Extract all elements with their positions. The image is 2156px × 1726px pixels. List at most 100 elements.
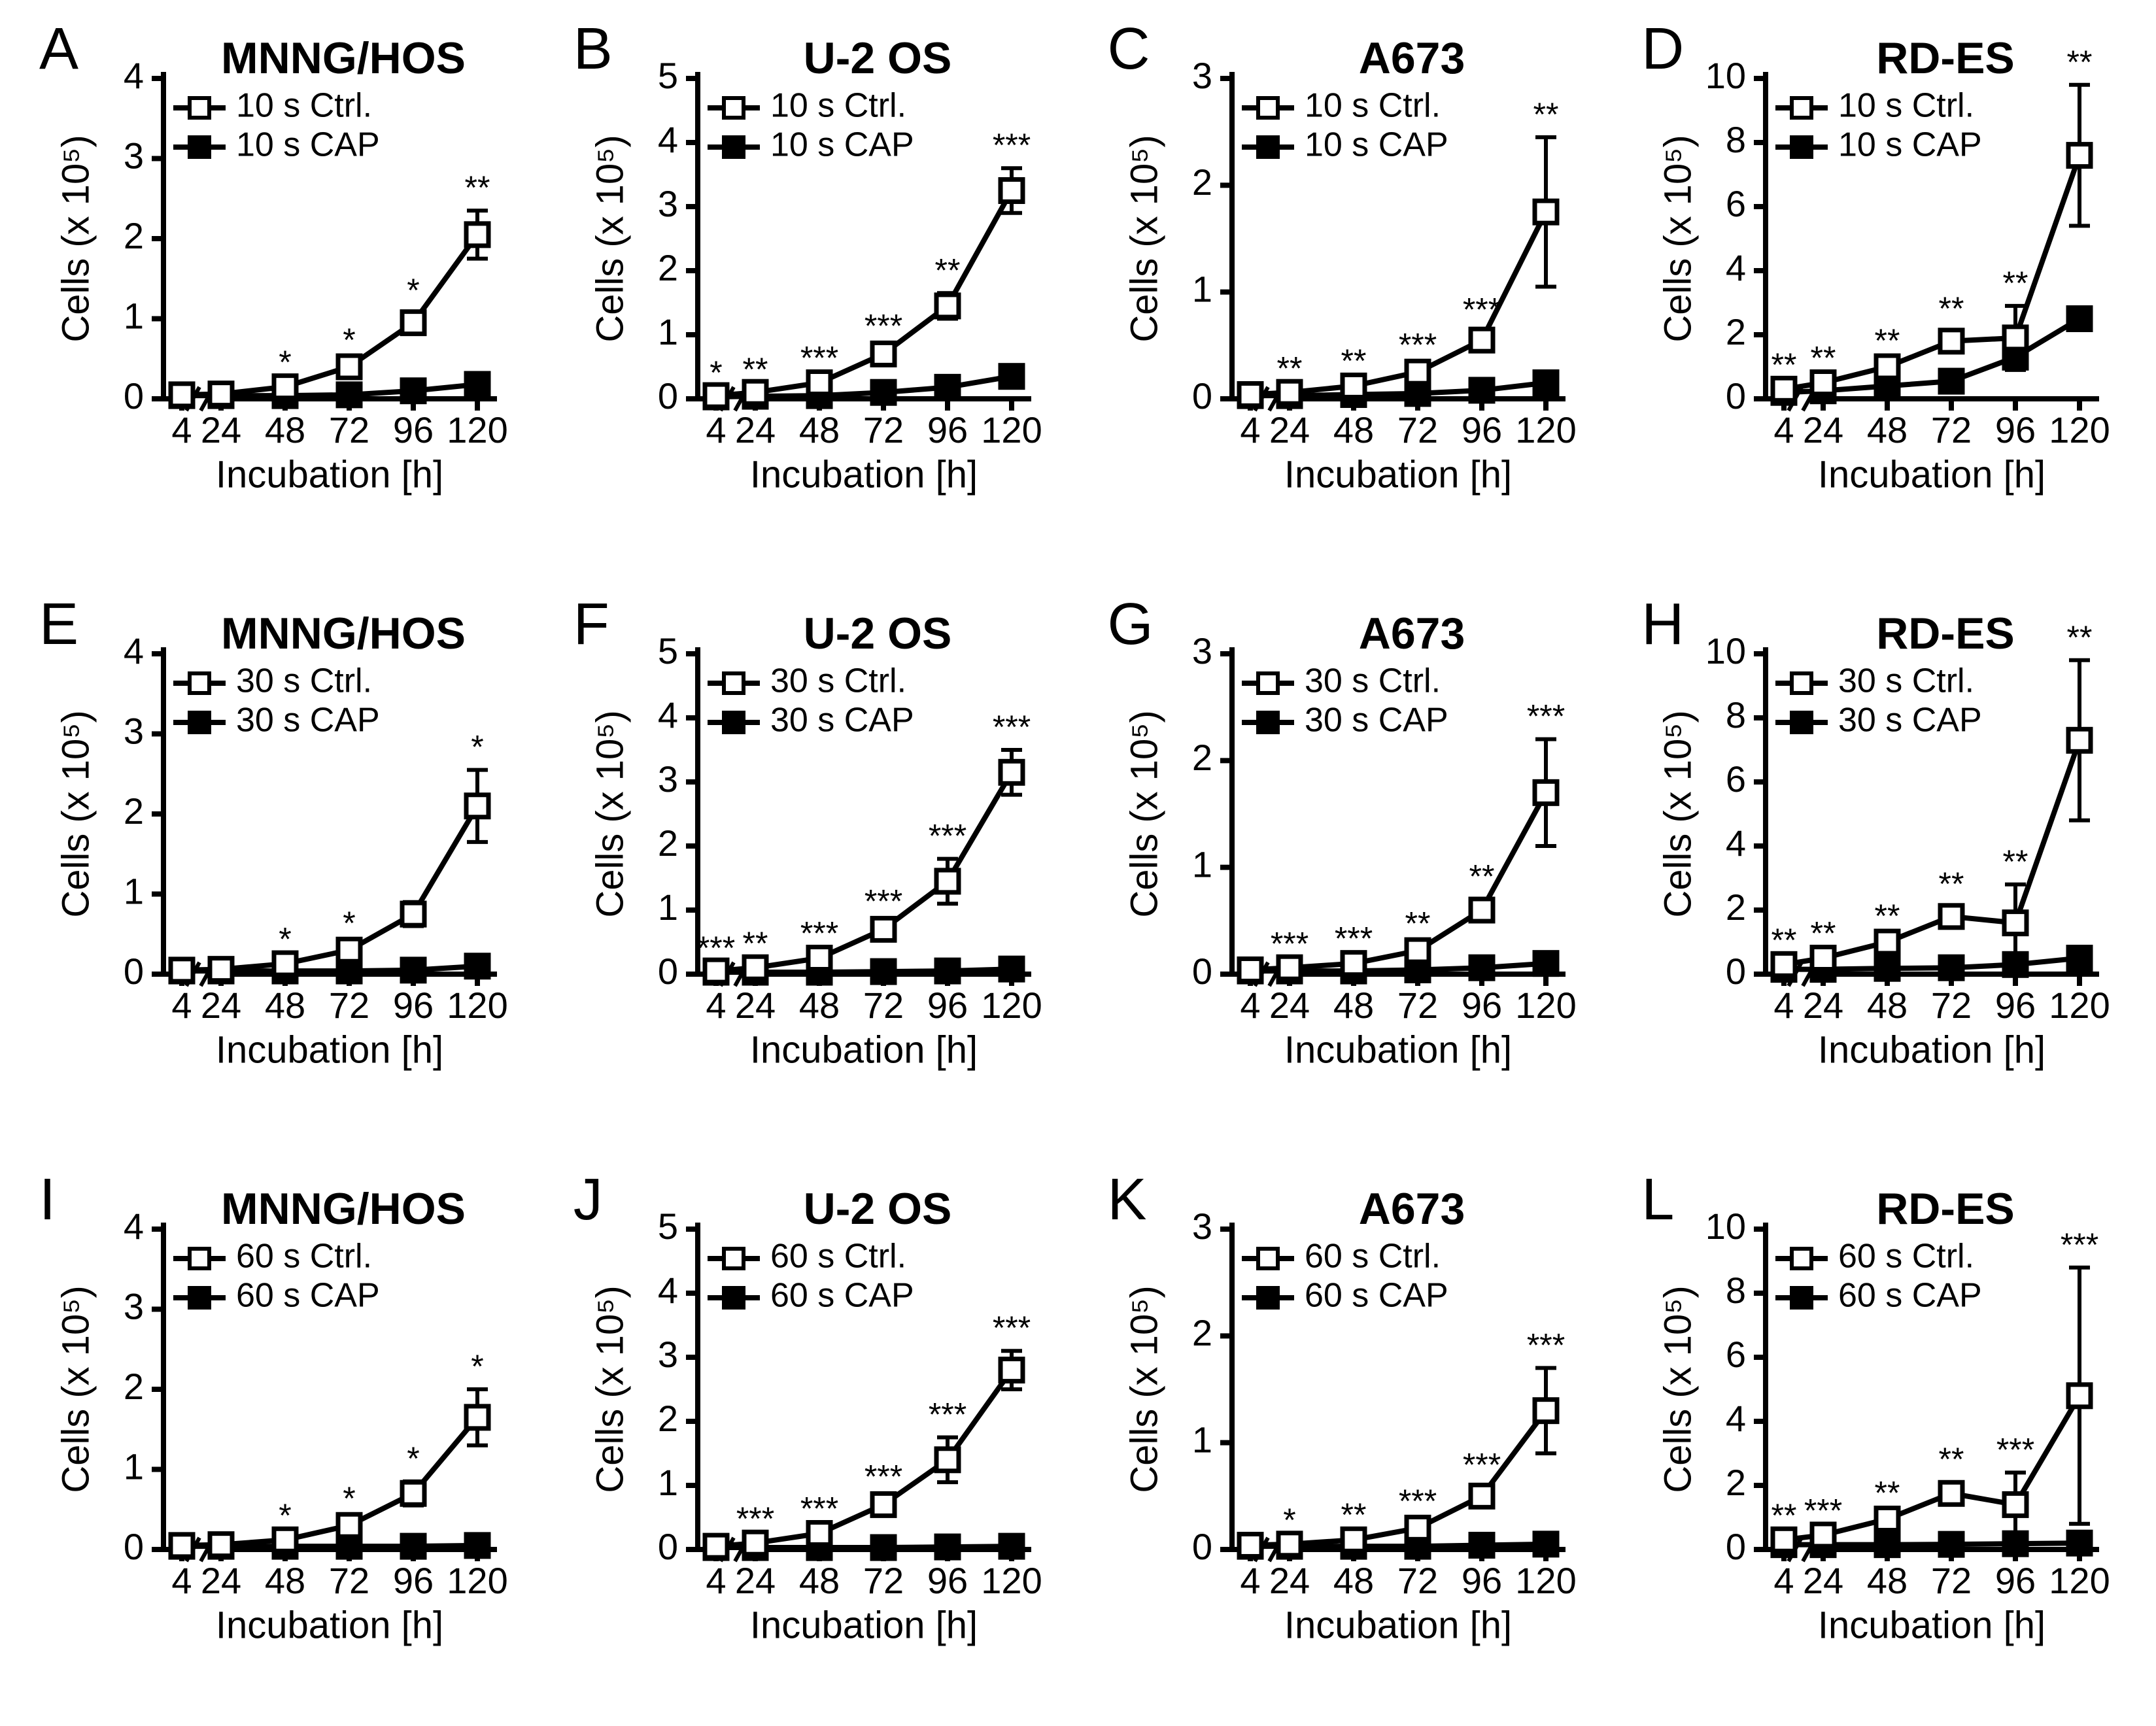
x-axis-label: Incubation [h] [216,1604,443,1647]
panel-C: C0123Cells (x 10⁵)424487296120Incubation… [1108,39,1583,497]
sig-marker: ** [934,252,960,288]
y-tick-label: 4 [124,1206,144,1247]
panel-L: L0246810Cells (x 10⁵)424487296120Incubat… [1641,1190,2117,1648]
x-tick-label: 4 [1240,985,1260,1026]
panel-chart: 0246810Cells (x 10⁵)424487296120Incubati… [1641,1190,2112,1648]
sig-marker: *** [1526,698,1564,735]
y-tick-label: 6 [1726,758,1746,800]
panel-title: MNNG/HOS [221,615,466,658]
legend: 60 s Ctrl.60 s CAP [708,1238,914,1315]
panel-letter: K [1108,1170,1147,1229]
legend-cap-label: 10 s CAP [1305,126,1448,164]
panel-J: J012345Cells (x 10⁵)424487296120Incubati… [573,1190,1049,1648]
sig-marker: ** [742,925,768,962]
y-axis-label: Cells (x 10⁵) [1657,710,1700,917]
sig-marker: * [471,1348,483,1385]
x-tick-label: 120 [447,1560,507,1601]
y-tick-label: 10 [1705,630,1746,671]
x-tick-label: 72 [863,409,904,450]
x-tick-label: 96 [927,1560,968,1601]
y-axis-label: Cells (x 10⁵) [1123,1285,1165,1493]
x-tick-label: 24 [735,985,776,1026]
panel-letter: B [573,20,613,78]
x-axis-label: Incubation [h] [750,454,978,496]
legend-ctrl-label: 10 s Ctrl. [770,87,906,125]
panel-letter: L [1641,1170,1674,1229]
x-axis-label: Incubation [h] [216,1029,443,1072]
y-tick-label: 1 [658,1462,678,1503]
y-axis-label: Cells (x 10⁵) [589,710,631,917]
y-tick-label: 1 [124,295,144,336]
x-tick-label: 4 [706,409,726,450]
legend-cap-label: 30 s CAP [1838,702,1982,739]
panel-chart: 0123Cells (x 10⁵)424487296120Incubation … [1108,39,1579,497]
y-axis-label: Cells (x 10⁵) [1657,1285,1700,1493]
y-tick-label: 2 [1191,1312,1212,1353]
y-tick-label: 0 [1726,375,1746,416]
sig-marker: *** [1996,1431,2034,1468]
legend-cap-label: 60 s CAP [770,1277,914,1315]
y-tick-label: 0 [1726,951,1746,992]
legend: 10 s Ctrl.10 s CAP [708,87,914,164]
sig-marker: * [279,1497,291,1534]
panel-A: A01234Cells (x 10⁵)424487296120Incubatio… [39,39,515,497]
x-tick-label: 48 [799,409,840,450]
x-tick-label: 96 [927,985,968,1026]
sig-marker: * [279,344,291,381]
sig-marker: ** [2067,619,2093,656]
legend-cap-label: 30 s CAP [236,702,380,739]
legend-cap-label: 60 s CAP [1305,1277,1448,1315]
sig-marker: ** [1811,915,1836,952]
y-tick-label: 6 [1726,1334,1746,1375]
x-tick-label: 24 [1269,1560,1309,1601]
y-tick-label: 0 [124,375,144,416]
sig-marker: ** [1939,290,1964,327]
legend: 30 s Ctrl.30 s CAP [1242,662,1448,739]
sig-marker: * [471,729,483,766]
x-tick-label: 96 [1461,1560,1501,1601]
sig-marker: * [279,921,291,958]
y-tick-label: 10 [1705,1206,1746,1247]
y-tick-label: 4 [658,694,678,736]
x-tick-label: 120 [2049,1560,2110,1601]
x-tick-label: 120 [1515,985,1576,1026]
x-axis-label: Incubation [h] [1284,1604,1511,1647]
x-tick-label: 48 [1867,409,1908,450]
panel-title: U-2 OS [803,615,951,658]
sig-marker: ** [2003,265,2028,301]
sig-marker: *** [697,930,735,966]
x-tick-label: 48 [1333,1560,1373,1601]
x-tick-label: 4 [171,985,192,1026]
legend-ctrl-label: 30 s Ctrl. [236,662,372,700]
legend-ctrl-label: 60 s Ctrl. [1838,1238,1974,1276]
legend-ctrl-label: 30 s Ctrl. [770,662,906,700]
x-tick-label: 4 [171,409,192,450]
x-tick-label: 4 [1774,1560,1794,1601]
panel-title: A673 [1358,1190,1465,1234]
y-tick-label: 5 [658,630,678,671]
sig-marker: ** [1939,1441,1964,1478]
y-tick-label: 2 [124,1366,144,1407]
y-tick-label: 3 [124,135,144,176]
panel-chart: 0246810Cells (x 10⁵)424487296120Incubati… [1641,615,2112,1072]
sig-marker: *** [1804,1493,1842,1529]
panel-chart: 0123Cells (x 10⁵)424487296120Incubation … [1108,1190,1579,1648]
x-tick-label: 24 [1803,409,1843,450]
x-tick-label: 96 [927,409,968,450]
y-axis-label: Cells (x 10⁵) [1123,135,1165,342]
y-tick-label: 4 [1726,247,1746,288]
x-tick-label: 72 [863,1560,904,1601]
legend: 30 s Ctrl.30 s CAP [173,662,380,739]
y-axis-label: Cells (x 10⁵) [54,710,97,917]
legend-cap-label: 30 s CAP [770,702,914,739]
x-tick-label: 48 [265,1560,305,1601]
x-tick-label: 4 [1240,409,1260,450]
sig-marker: * [1283,1502,1295,1538]
legend-cap-label: 60 s CAP [1838,1277,1982,1315]
sig-marker: ** [465,169,490,206]
panel-chart: 01234Cells (x 10⁵)424487296120Incubation… [39,1190,510,1648]
x-tick-label: 96 [1995,1560,2036,1601]
x-tick-label: 72 [1931,409,1972,450]
panel-chart: 0246810Cells (x 10⁵)424487296120Incubati… [1641,39,2112,497]
y-tick-label: 0 [658,951,678,992]
